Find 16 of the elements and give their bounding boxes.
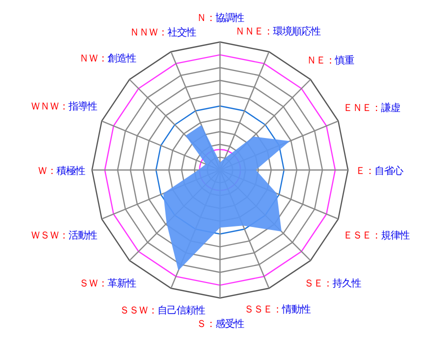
- spoke-label: Ｎ：協調性: [196, 12, 244, 24]
- spoke-label: ＮＮＥ：環境順応性: [235, 25, 322, 38]
- spoke-label: ＷＮＷ：指導性: [30, 100, 98, 112]
- spoke-label: ＳＳＷ：自己信頼性: [119, 304, 206, 317]
- spoke-label: ＮＷ：創造性: [79, 52, 137, 65]
- spoke-label: Ｅ：自省心: [355, 165, 404, 177]
- spoke-label: Ｗ：積極性: [37, 165, 86, 177]
- spoke-label: Ｓ：感受性: [196, 318, 244, 330]
- spoke-label: ＷＳＷ：活動性: [30, 230, 98, 242]
- spoke-label: ＳＷ：革新性: [79, 277, 137, 290]
- spoke-label: ＥＳＥ：規律性: [342, 230, 410, 242]
- spoke-label: ＮＥ：慎重: [306, 54, 355, 67]
- spoke-label: ＥＮＥ：謙虚: [343, 102, 401, 114]
- spoke-label: ＳＳＥ：情動性: [244, 304, 312, 316]
- spoke-label: ＳＥ：持久性: [304, 277, 362, 290]
- spoke-label: ＮＮＷ：社交性: [129, 26, 196, 38]
